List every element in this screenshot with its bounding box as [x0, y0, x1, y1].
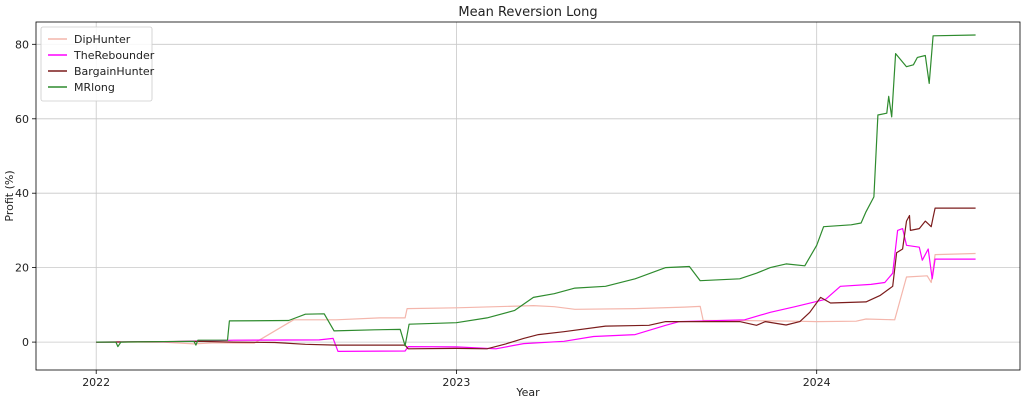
x-tick-label: 2024 — [803, 376, 831, 389]
y-axis-title: Profit (%) — [3, 170, 16, 221]
y-tick-label: 20 — [15, 262, 29, 275]
legend-label: BargainHunter — [74, 65, 155, 78]
series-line-diphunter — [96, 252, 976, 345]
legend-label: TheRebounder — [73, 49, 155, 62]
x-axis-title: Year — [515, 386, 540, 399]
legend-box — [40, 26, 153, 102]
plot-frame — [35, 21, 1021, 371]
y-tick-label: 60 — [15, 113, 29, 126]
legend-label: DipHunter — [74, 33, 131, 46]
series-line-mrlong — [96, 34, 976, 348]
y-tick-label: 80 — [15, 38, 29, 51]
chart-title: Mean Reversion Long — [458, 5, 597, 20]
legend: DipHunter TheRebounder BargainHunter MRlong — [40, 26, 155, 102]
y-tick-label: 0 — [22, 336, 29, 349]
x-tick-label: 2023 — [442, 376, 470, 389]
series-layer — [96, 34, 976, 352]
legend-label: MRlong — [74, 81, 115, 94]
axis-ticks: 2022 2023 2024 0 20 40 60 80 — [15, 38, 831, 389]
x-tick-label: 2022 — [82, 376, 110, 389]
y-tick-label: 40 — [15, 187, 29, 200]
grid-lines — [36, 22, 1020, 370]
series-line-bargainhunter — [96, 207, 976, 350]
